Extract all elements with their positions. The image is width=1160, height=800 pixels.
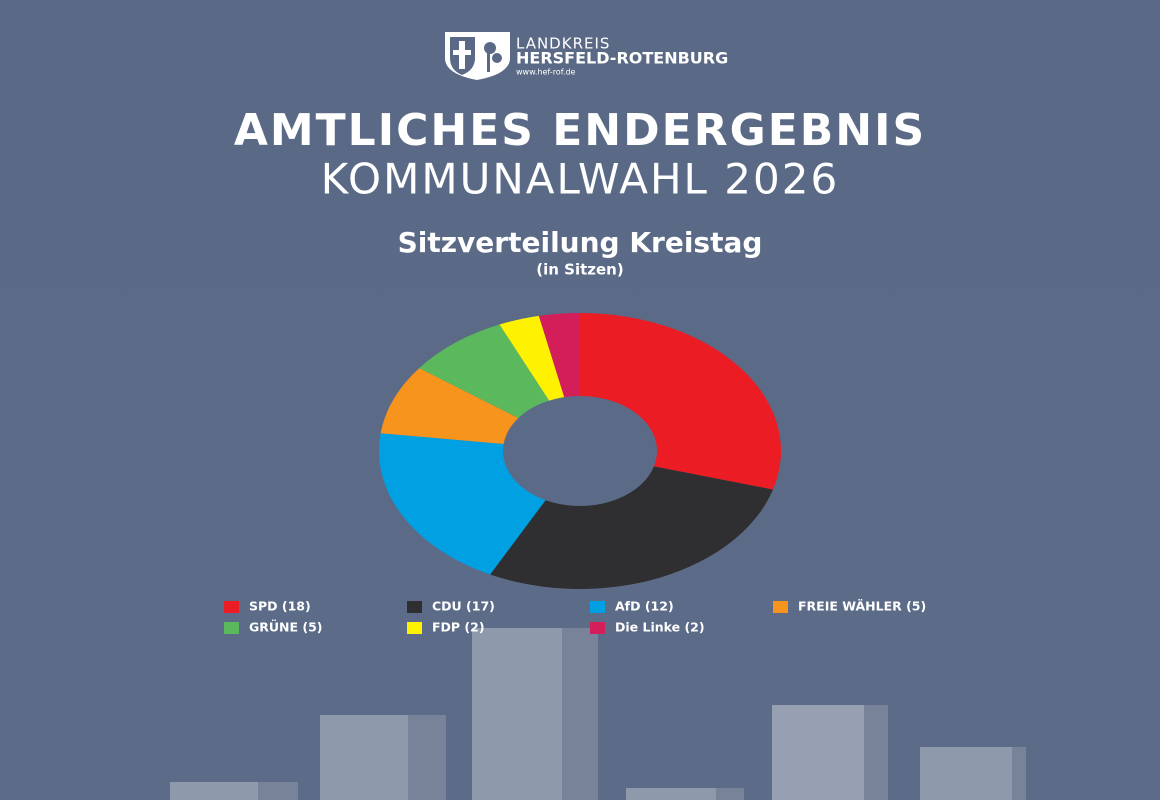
url: www.hef-rof.de xyxy=(516,68,576,77)
donut-slice xyxy=(538,313,580,398)
district: HERSFELD-ROTENBURG xyxy=(516,49,728,68)
headline: AMTLICHES ENDERGEBNIS xyxy=(234,105,926,156)
legend-swatch xyxy=(407,601,422,613)
legend-swatch xyxy=(590,622,605,634)
legend-swatch xyxy=(407,622,422,634)
legend-label: Die Linke (2) xyxy=(615,620,705,635)
district-small: LANDKREIS xyxy=(516,35,610,53)
legend-swatch xyxy=(773,601,788,613)
legend-label: FREIE WÄHLER (5) xyxy=(798,599,926,614)
donut-slice xyxy=(419,324,550,418)
chart-title: Sitzverteilung Kreistag xyxy=(398,226,763,259)
donut-slice xyxy=(379,433,546,575)
chart-subtitle: (in Sitzen) xyxy=(536,261,623,279)
legend-label: FDP (2) xyxy=(432,620,485,635)
legend-swatch xyxy=(590,601,605,613)
legend-swatch xyxy=(224,622,239,634)
donut-slice xyxy=(490,466,773,589)
legend-label: CDU (17) xyxy=(432,599,495,614)
logo xyxy=(445,32,510,80)
donut-slice xyxy=(499,315,565,401)
legend-label: GRÜNE (5) xyxy=(249,620,323,635)
subheadline: KOMMUNALWAHL 2026 xyxy=(321,155,839,204)
donut-slice xyxy=(380,368,519,444)
legend-swatch xyxy=(224,601,239,613)
legend-label: AfD (12) xyxy=(615,599,674,614)
legend-label: SPD (18) xyxy=(249,599,311,614)
donut-slice xyxy=(580,313,781,490)
decor-buildings xyxy=(170,628,1026,800)
